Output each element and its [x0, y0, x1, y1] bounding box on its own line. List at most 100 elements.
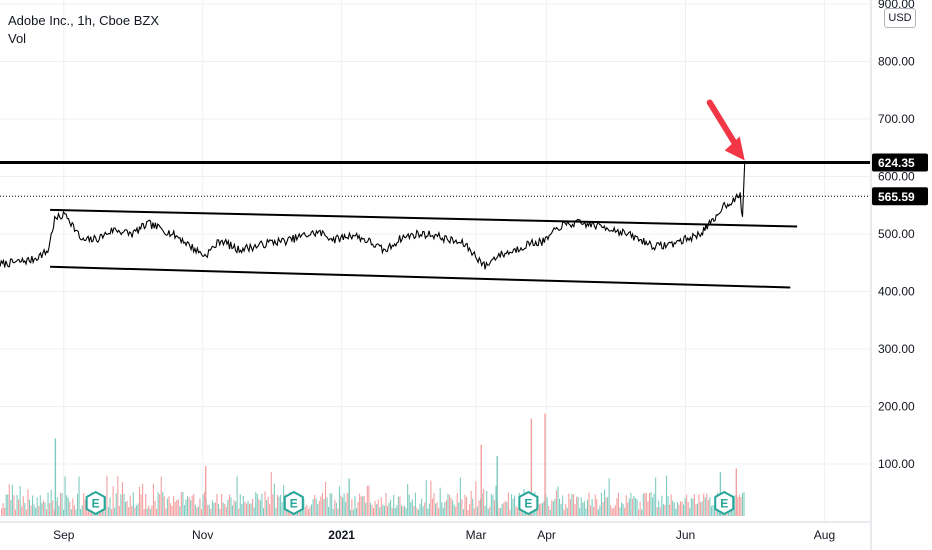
earnings-marker[interactable]: E [518, 490, 539, 516]
volume-bar [129, 495, 131, 516]
volume-bar [123, 493, 125, 516]
volume-bar [397, 496, 399, 516]
volume-bar [252, 498, 254, 516]
volume-bar [204, 466, 207, 516]
volume-bar [335, 502, 337, 516]
volume-bar [13, 495, 15, 516]
volume-bar [276, 494, 278, 516]
symbol-title[interactable]: Adobe Inc., 1h, Cboe BZX [8, 13, 160, 28]
chart-legend[interactable]: Adobe Inc., 1h, Cboe BZX Vol [8, 12, 159, 48]
volume-bar [369, 502, 371, 516]
volume-bar [231, 505, 234, 516]
volume-bar [496, 456, 498, 516]
volume-bar [490, 493, 492, 516]
volume-bar [366, 485, 368, 516]
volume-bar [402, 506, 404, 516]
volume-bar [673, 502, 675, 516]
volume-bar [264, 491, 266, 516]
volume-bar [33, 504, 35, 516]
volume-bar [137, 503, 139, 516]
volume-bar [219, 508, 221, 516]
volume-bar [617, 492, 619, 516]
earnings-shape [85, 490, 106, 516]
volume-bar [329, 493, 331, 516]
y-tick-label: 400.00 [878, 285, 915, 299]
volume-bar [107, 507, 110, 516]
price-label-bg [872, 187, 928, 206]
volume-bar [441, 502, 443, 516]
volume-bar [266, 500, 268, 516]
volume-bar [501, 503, 503, 516]
volume-bar [611, 508, 613, 516]
volume-bar [695, 503, 697, 516]
volume-bar [464, 494, 466, 516]
drawn-lines[interactable] [0, 160, 870, 289]
volume-bar [32, 495, 34, 516]
x-tick-label: Jun [676, 528, 695, 542]
volume-bar [115, 493, 117, 516]
volume-bar [270, 471, 272, 516]
volume-bar [16, 494, 18, 516]
volume-bar [548, 505, 550, 516]
volume-bar [61, 492, 63, 516]
volume-bar [498, 507, 500, 516]
volume-bar [687, 501, 689, 516]
volume-bar [28, 499, 30, 516]
currency-badge[interactable]: USD [884, 8, 916, 28]
volume-bar [439, 487, 441, 516]
volume-bar [580, 497, 582, 516]
volume-bar [563, 509, 565, 516]
volume-bar [503, 502, 505, 516]
volume-bar [196, 507, 198, 516]
price-line [0, 162, 746, 270]
volume-bar [142, 483, 144, 516]
volume-bar [87, 507, 89, 516]
volume-bar [667, 496, 669, 516]
volume-bar [459, 477, 461, 516]
volume-bar [703, 493, 705, 516]
volume-bar [450, 497, 452, 516]
earnings-marker[interactable]: E [283, 490, 304, 516]
volume-bar [619, 507, 621, 516]
annotations[interactable] [706, 99, 745, 161]
volume-bar [125, 501, 127, 516]
volume-bar [182, 492, 184, 516]
volume-bar [658, 500, 660, 516]
volume-bar [21, 506, 23, 516]
volume-bar [515, 506, 517, 516]
volume-bar [359, 493, 361, 516]
volume-bar [138, 486, 141, 516]
earnings-marker[interactable]: E [85, 490, 106, 516]
volume-bar [275, 508, 277, 516]
volume-bar [582, 502, 584, 516]
volume-bar [331, 493, 333, 516]
volume-bar [83, 493, 85, 516]
volume-bar [509, 509, 511, 516]
volume-bar [204, 492, 206, 516]
volume-bar [166, 498, 168, 516]
earnings-marker[interactable]: E [714, 490, 735, 516]
volume-bar [200, 509, 203, 516]
volume-bar [512, 498, 514, 516]
volume-label[interactable]: Vol [8, 31, 27, 46]
earnings-shape [518, 490, 539, 516]
volume-bar [642, 493, 644, 516]
volume-bar [621, 502, 623, 516]
volume-bar [154, 500, 156, 516]
volume-bar [303, 498, 305, 516]
volume-bar [250, 503, 252, 516]
volume-bar [52, 500, 54, 516]
volume-bar [160, 476, 162, 516]
volume-bar [176, 500, 178, 516]
volume-bar [126, 501, 128, 516]
volume-bar [365, 502, 367, 516]
volume-bar [484, 505, 486, 516]
volume-bar [159, 494, 161, 516]
earnings-label: E [720, 497, 728, 511]
volume-bar [368, 485, 370, 516]
volume-bar [180, 492, 182, 516]
volume-bar [334, 499, 336, 516]
